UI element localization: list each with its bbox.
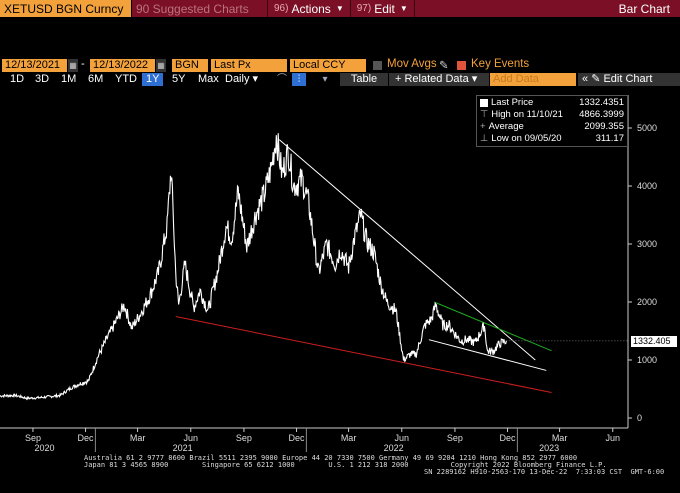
high-label: High on 11/10/21 xyxy=(491,109,563,120)
double-chevron-left-icon: « xyxy=(582,73,589,85)
frequency-select[interactable]: Daily ▾ xyxy=(225,73,259,85)
calendar-icon[interactable]: ▦ xyxy=(156,59,166,72)
actions-number: 96) xyxy=(274,3,289,14)
x-tick-label: Sep xyxy=(447,433,463,443)
add-data-input[interactable]: Add Data xyxy=(490,73,576,86)
high-marker-icon: ⊤ xyxy=(480,109,489,120)
footer-line-2: Japan 81 3 4565 8900 Singapore 65 6212 1… xyxy=(84,461,607,469)
y-tick-label: 2000 xyxy=(637,297,657,307)
suggested-charts-button[interactable]: 90 Suggested Charts xyxy=(132,0,268,17)
pencil-icon[interactable]: ✎ xyxy=(439,60,449,72)
average-value: 2099.355 xyxy=(584,121,624,132)
x-tick-label: Mar xyxy=(130,433,146,443)
title-bar: XETUSD BGN Curncy 90 Suggested Charts 96… xyxy=(0,0,680,17)
trendline[interactable] xyxy=(428,339,547,371)
start-date-field[interactable]: 12/13/2021 xyxy=(2,59,67,72)
timeframe-1y[interactable]: 1Y xyxy=(142,73,164,86)
frequency-label: Daily xyxy=(225,73,250,85)
related-data-label: + Related Data xyxy=(395,73,469,85)
timeframe-1d[interactable]: 1D xyxy=(10,73,25,85)
chevron-down-icon: ▼ xyxy=(335,4,344,13)
footer-line-1: Australia 61 2 9777 8600 Brazil 5511 239… xyxy=(84,454,578,462)
last-price-tag: 1332.405 xyxy=(631,336,677,347)
low-label: Low on 09/05/20 xyxy=(491,133,562,144)
y-tick-label: 0 xyxy=(637,413,642,423)
last-price-value: 1332.4351 xyxy=(579,97,624,108)
last-price-label: Last Price xyxy=(491,97,534,108)
average-label: Average xyxy=(488,121,524,132)
x-tick-label: Jun xyxy=(394,433,409,443)
y-tick-label: 1000 xyxy=(637,355,657,365)
view-title: Bar Chart xyxy=(618,1,670,16)
pencil-icon: ✎ xyxy=(591,73,601,85)
key-events-label: Key Events xyxy=(471,58,530,70)
actions-menu[interactable]: 96) Actions ▼ xyxy=(268,0,351,17)
trendline[interactable] xyxy=(278,139,536,361)
x-tick-label: Dec xyxy=(78,433,95,443)
trendline[interactable] xyxy=(175,316,552,393)
y-tick-label: 3000 xyxy=(637,239,657,249)
x-tick-label: Jun xyxy=(184,433,199,443)
chart-legend[interactable]: Last Price 1332.4351 ⊤ High on 11/10/21 4… xyxy=(476,95,628,147)
key-events-checkbox[interactable] xyxy=(457,61,466,70)
year-label: 2021 xyxy=(173,443,193,453)
price-series-line[interactable] xyxy=(0,133,507,401)
year-label: 2023 xyxy=(539,443,559,453)
timeframe-ytd[interactable]: YTD xyxy=(115,73,137,85)
calendar-icon[interactable]: ▦ xyxy=(68,59,78,72)
x-tick-label: Dec xyxy=(500,433,517,443)
mov-avgs-label: Mov Avgs xyxy=(387,58,437,70)
chevron-down-icon[interactable]: ▾ xyxy=(322,74,328,85)
timeframe-6m[interactable]: 6M xyxy=(88,73,104,85)
x-tick-label: Sep xyxy=(236,433,252,443)
ticker-field[interactable]: XETUSD BGN Curncy xyxy=(0,0,132,17)
series-swatch xyxy=(480,99,488,107)
timeframe-max[interactable]: Max xyxy=(198,73,219,85)
y-tick-label: 4000 xyxy=(637,181,657,191)
low-marker-icon: ⊥ xyxy=(480,133,489,144)
x-tick-label: Mar xyxy=(341,433,357,443)
y-tick-label: 5000 xyxy=(637,123,657,133)
related-data-button[interactable]: + Related Data ▾ xyxy=(389,73,489,86)
average-marker-icon: + xyxy=(480,121,486,132)
year-label: 2022 xyxy=(384,443,404,453)
mov-avgs-checkbox[interactable] xyxy=(373,61,382,70)
timeframe-3d[interactable]: 3D xyxy=(35,73,50,85)
x-tick-label: Dec xyxy=(289,433,306,443)
line-chart-icon[interactable]: ⌒ xyxy=(277,74,287,85)
actions-label: Actions xyxy=(291,1,331,16)
year-label: 2020 xyxy=(34,443,54,453)
high-value: 4866.3999 xyxy=(579,109,624,120)
edit-label: Edit xyxy=(374,1,395,16)
edit-menu[interactable]: 97) Edit ▼ xyxy=(351,0,415,17)
trendline[interactable] xyxy=(433,301,552,352)
x-tick-label: Mar xyxy=(552,433,568,443)
edit-number: 97) xyxy=(356,3,372,14)
end-date-field[interactable]: 12/13/2022 xyxy=(90,59,155,72)
low-value: 311.17 xyxy=(595,133,624,144)
x-tick-label: Jun xyxy=(605,433,620,443)
timeframe-1m[interactable]: 1M xyxy=(61,73,77,85)
timeframe-5y[interactable]: 5Y xyxy=(172,73,186,85)
chevron-down-icon: ▼ xyxy=(399,4,408,13)
edit-chart-label: Edit Chart xyxy=(603,73,653,85)
bar-chart-icon[interactable]: ⫶ xyxy=(292,73,306,86)
x-tick-label: Sep xyxy=(25,433,41,443)
source-field[interactable]: BGN xyxy=(172,59,208,72)
table-button[interactable]: Table xyxy=(340,73,388,86)
currency-select[interactable]: Local CCY xyxy=(290,59,366,72)
edit-chart-button[interactable]: « ✎ Edit Chart xyxy=(578,73,680,86)
price-field-select[interactable]: Last Px xyxy=(211,59,287,72)
date-range-separator: - xyxy=(81,58,85,70)
footer-line-3: SN 2289162 H910-2563-170 13-Dec-22 7:33:… xyxy=(424,468,665,476)
